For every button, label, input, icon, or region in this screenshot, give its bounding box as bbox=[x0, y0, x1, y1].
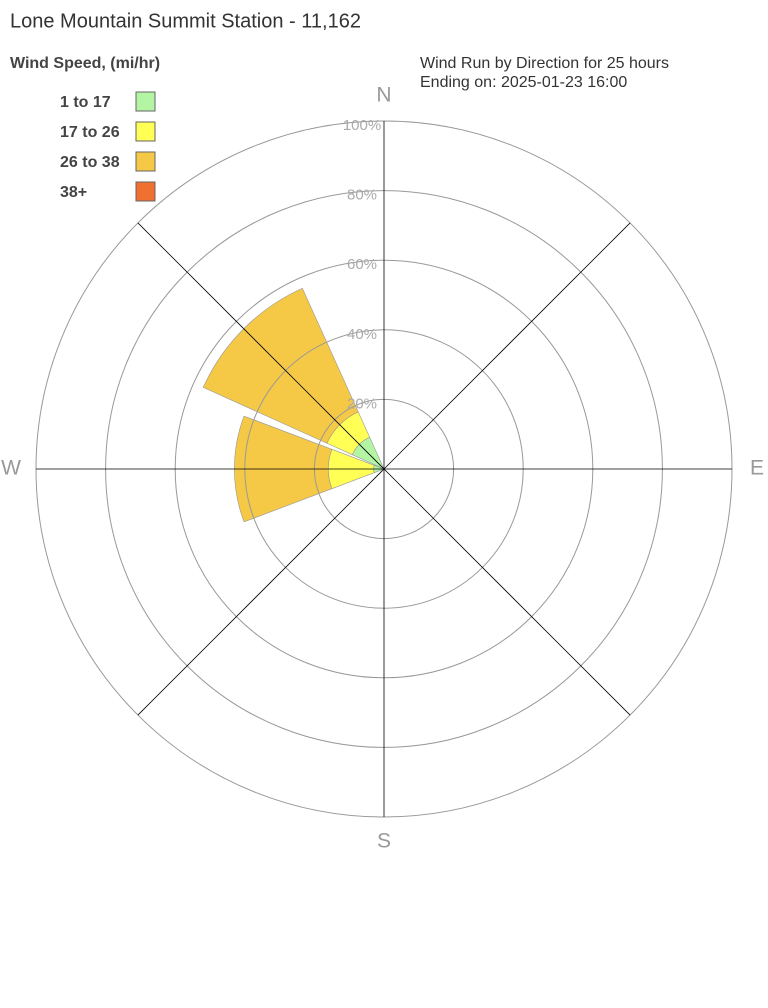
ring-label: 100% bbox=[343, 117, 381, 134]
spoke bbox=[137, 468, 385, 716]
compass-label: S bbox=[377, 830, 391, 853]
ring-label: 40% bbox=[347, 326, 377, 343]
subtitle: Ending on: 2025-01-23 16:00 bbox=[420, 74, 627, 91]
legend-title: Wind Speed, (mi/hr) bbox=[10, 55, 160, 72]
chart-title: Lone Mountain Summit Station - 11,162 bbox=[10, 10, 361, 32]
ring-label: 60% bbox=[347, 256, 377, 273]
spoke bbox=[383, 222, 631, 470]
legend-swatch bbox=[135, 181, 156, 202]
legend-swatch bbox=[135, 91, 156, 112]
legend-label: 38+ bbox=[60, 184, 87, 201]
legend-label: 17 to 26 bbox=[60, 124, 120, 141]
compass-label: N bbox=[376, 84, 391, 107]
legend-swatch bbox=[135, 121, 156, 142]
compass-label: W bbox=[1, 457, 21, 480]
legend-swatch bbox=[135, 151, 156, 172]
compass-label: E bbox=[750, 457, 764, 480]
ring-label: 20% bbox=[347, 395, 377, 412]
spoke bbox=[383, 468, 631, 716]
legend-label: 1 to 17 bbox=[60, 94, 111, 111]
subtitle: Wind Run by Direction for 25 hours bbox=[420, 55, 669, 72]
spoke bbox=[137, 222, 385, 470]
ring-label: 80% bbox=[347, 187, 377, 204]
legend-label: 26 to 38 bbox=[60, 154, 120, 171]
